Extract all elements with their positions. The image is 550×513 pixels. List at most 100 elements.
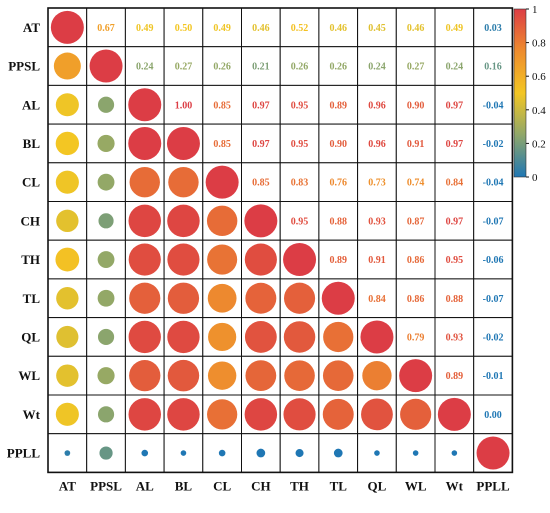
corr-circle-Wt-CH bbox=[244, 398, 278, 431]
row-label-BL: BL bbox=[23, 136, 41, 151]
corr-circle-Wt-TH bbox=[283, 398, 316, 431]
corr-circle-WL-QL bbox=[362, 360, 392, 391]
corr-circle-Wt-TL bbox=[322, 398, 354, 430]
corr-value-AT-PPSL: 0.67 bbox=[97, 23, 115, 34]
corr-circle-PPLL-PPLL bbox=[476, 436, 510, 470]
cell-TH-Wt bbox=[434, 239, 475, 280]
column-label-Wt: Wt bbox=[446, 478, 464, 493]
corr-circle-AL-AL bbox=[128, 88, 162, 122]
colorbar-gradient bbox=[513, 8, 527, 178]
corr-circle-PPLL-WL bbox=[412, 450, 419, 456]
corr-value-PPSL-PPLL: 0.16 bbox=[484, 62, 502, 73]
cell-PPSL-CH bbox=[241, 46, 281, 86]
corr-value-PPSL-TL: 0.26 bbox=[330, 62, 348, 73]
row-label-TH: TH bbox=[21, 252, 40, 267]
corr-circle-TH-BL bbox=[167, 243, 200, 276]
corr-value-CL-QL: 0.73 bbox=[368, 178, 386, 189]
corr-circle-TL-AL bbox=[129, 282, 161, 314]
corr-circle-PPLL-AT bbox=[64, 450, 71, 456]
corr-value-AT-TL: 0.46 bbox=[330, 23, 348, 34]
column-label-AT: AT bbox=[59, 478, 76, 493]
corr-value-AL-Wt: 0.97 bbox=[446, 100, 464, 111]
colorbar-tick-label: 0.8 bbox=[532, 38, 546, 50]
corr-value-CH-WL: 0.87 bbox=[407, 216, 425, 227]
cell-AT-TL bbox=[318, 7, 359, 48]
corr-value-QL-PPLL: -0.02 bbox=[483, 332, 504, 343]
row-label-QL: QL bbox=[21, 329, 40, 344]
corr-circle-QL-AT bbox=[56, 325, 79, 349]
corr-circle-TL-BL bbox=[167, 282, 200, 314]
colorbar: 0 0.2 0.4 0.6 0.8 1 bbox=[513, 4, 546, 184]
column-label-TH: TH bbox=[290, 478, 309, 493]
cell-TL-PPLL bbox=[473, 278, 513, 319]
corr-circle-CH-BL bbox=[167, 204, 200, 238]
corr-value-CL-TL: 0.76 bbox=[330, 178, 348, 189]
corr-circle-PPLL-BL bbox=[180, 450, 187, 456]
cell-CL-TL bbox=[318, 162, 359, 203]
corr-value-AL-TH: 0.95 bbox=[291, 100, 309, 111]
row-label-Wt: Wt bbox=[23, 407, 41, 422]
corr-circle-TL-TH bbox=[283, 282, 316, 314]
corr-circle-QL-TH bbox=[283, 321, 316, 353]
row-label-CL: CL bbox=[22, 175, 40, 190]
corr-circle-PPLL-CH bbox=[256, 448, 266, 458]
corr-value-PPSL-AL: 0.24 bbox=[136, 62, 154, 73]
corr-circle-TL-TL bbox=[321, 281, 355, 315]
corr-circle-CL-PPSL bbox=[97, 173, 115, 191]
cell-BL-Wt bbox=[434, 123, 475, 164]
corr-circle-PPSL-AT bbox=[53, 52, 81, 80]
corr-circle-QL-PPSL bbox=[97, 328, 115, 346]
cell-PPSL-TH bbox=[279, 46, 320, 86]
corr-value-CH-Wt: 0.97 bbox=[446, 216, 464, 227]
corr-value-TH-WL: 0.86 bbox=[407, 255, 425, 266]
corr-circle-PPLL-Wt bbox=[451, 450, 458, 456]
corr-value-BL-PPLL: -0.02 bbox=[483, 139, 504, 150]
corr-circle-CL-AL bbox=[129, 166, 160, 198]
corr-circle-CH-PPSL bbox=[98, 213, 114, 229]
corr-circle-BL-BL bbox=[166, 126, 200, 160]
cell-BL-WL bbox=[395, 123, 436, 164]
column-label-CL: CL bbox=[213, 478, 231, 493]
corr-value-CL-WL: 0.74 bbox=[407, 178, 425, 189]
cell-WL-Wt bbox=[434, 355, 475, 396]
corr-value-AL-CL: 0.85 bbox=[213, 100, 231, 111]
corr-circle-TH-TH bbox=[283, 243, 317, 277]
corr-circle-QL-AL bbox=[128, 320, 161, 354]
corr-value-TH-QL: 0.91 bbox=[368, 255, 386, 266]
corr-circle-Wt-CL bbox=[207, 399, 238, 430]
corr-value-BL-Wt: 0.97 bbox=[446, 139, 464, 150]
cell-TH-QL bbox=[357, 239, 397, 280]
corr-circle-PPLL-AL bbox=[141, 449, 149, 457]
corr-circle-WL-AT bbox=[56, 364, 79, 387]
corr-value-BL-CH: 0.97 bbox=[252, 139, 270, 150]
corr-value-AT-AL: 0.49 bbox=[136, 23, 154, 34]
corr-circle-QL-TL bbox=[323, 321, 354, 353]
cell-AL-CL bbox=[202, 84, 243, 125]
column-label-TL: TL bbox=[330, 478, 348, 493]
corr-circle-WL-CH bbox=[245, 360, 277, 392]
cell-TH-PPLL bbox=[473, 239, 513, 280]
corr-circle-PPLL-CL bbox=[218, 449, 226, 457]
corr-circle-Wt-AL bbox=[128, 398, 162, 431]
corr-value-PPSL-CH: 0.21 bbox=[252, 62, 270, 73]
corr-value-CH-TL: 0.88 bbox=[330, 216, 348, 227]
corr-value-TL-QL: 0.84 bbox=[368, 294, 386, 305]
row-label-WL: WL bbox=[18, 368, 40, 383]
corr-value-AT-PPLL: 0.03 bbox=[484, 23, 502, 34]
corr-value-CL-CH: 0.85 bbox=[252, 178, 270, 189]
row-label-TL: TL bbox=[23, 291, 41, 306]
matrix-border bbox=[47, 7, 514, 474]
column-label-CH: CH bbox=[251, 478, 271, 493]
cell-WL-PPLL bbox=[473, 355, 513, 396]
corr-circle-TL-PPSL bbox=[97, 289, 115, 307]
cell-CH-PPLL bbox=[473, 201, 513, 241]
corr-circle-BL-AT bbox=[55, 131, 80, 156]
colorbar-tick-label: 0 bbox=[532, 172, 538, 184]
corr-circle-WL-PPSL bbox=[97, 367, 115, 385]
corr-value-CH-QL: 0.93 bbox=[368, 216, 386, 227]
cell-CL-CH bbox=[241, 162, 281, 203]
corr-value-AT-CH: 0.46 bbox=[252, 23, 270, 34]
corr-value-BL-TH: 0.95 bbox=[291, 139, 309, 150]
cell-PPSL-CL bbox=[202, 46, 243, 86]
row-label-AT: AT bbox=[23, 20, 40, 35]
